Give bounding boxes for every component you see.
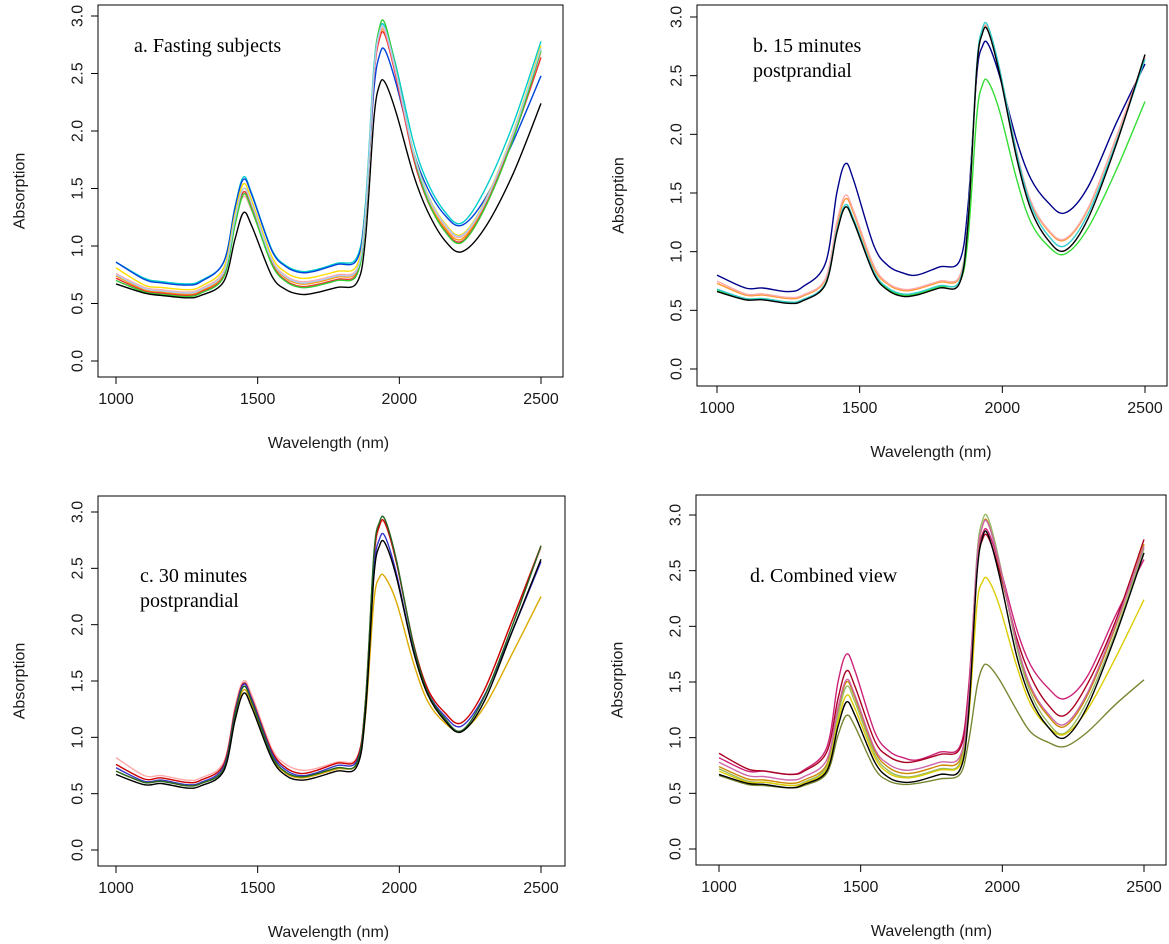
series-line-9 [115,79,542,299]
y-tick-label: 2.5 [668,559,685,581]
series-line-5 [718,519,1145,781]
series-line-2 [115,47,542,286]
plot-frame [695,494,1167,866]
y-axis-title: Absorption [611,157,628,234]
chart-panel-b: 1000 1500 2000 2500 0.0 0.5 1.0 1.5 2.0 2.5 3.0 Wav… [611,4,1168,461]
y-tick-label: 0.5 [668,782,685,804]
x-tick-label: 1000 [699,400,735,417]
series-line-7 [115,19,542,298]
series-line-4 [115,28,542,296]
y-tick-label: 0.0 [668,838,685,860]
series-line-6 [115,27,542,293]
x-axis-title: Wavelength (nm) [268,924,389,941]
y-tick-label: 1.0 [70,726,87,748]
panel-annotation: c. 30 minutes [140,565,247,587]
series-line-2 [716,78,1146,303]
series-line-5 [115,515,542,787]
y-tick-label: 1.5 [70,177,87,199]
series-line-3 [716,25,1146,300]
y-tick-label: 3.0 [669,6,686,28]
y-tick-label: 0.0 [669,358,686,380]
y-tick-label: 1.0 [668,726,685,748]
series-line-8 [115,24,542,294]
chart-panel-a: 1000 1500 2000 2500 0.0 0.5 1.0 1.5 2.0 2.5 3.0 Wav… [12,4,564,452]
y-tick-label: 0.0 [70,839,87,861]
y-tick-label: 2.0 [669,123,686,145]
y-axis-title: Absorption [610,642,627,719]
x-tick-label: 1500 [240,391,276,408]
y-tick-label: 1.5 [669,182,686,204]
x-axis-title: Wavelength (nm) [870,444,991,461]
panel-annotation: a. Fasting subjects [134,35,281,57]
series-line-1 [115,22,542,285]
panel-annotation: d. Combined view [750,565,898,587]
y-axis-title: Absorption [12,153,29,230]
x-tick-label: 2000 [985,400,1021,417]
x-axis-title: Wavelength (nm) [871,923,992,940]
x-tick-label: 1000 [701,879,737,896]
x-tick-label: 1000 [98,880,134,897]
y-tick-label: 0.5 [70,292,87,314]
series-line-1 [115,520,542,782]
series-line-7 [718,663,1145,789]
y-tick-label: 0.0 [70,350,87,372]
y-tick-label: 1.0 [70,235,87,257]
y-tick-label: 2.5 [70,557,87,579]
x-tick-label: 2500 [523,391,559,408]
x-tick-label: 2000 [382,391,418,408]
series-line-5 [115,31,542,297]
y-tick-label: 0.5 [70,782,87,804]
x-tick-label: 1500 [240,880,276,897]
x-tick-label: 1500 [843,879,879,896]
y-tick-label: 1.5 [668,671,685,693]
y-tick-label: 2.0 [70,120,87,142]
series-line-3 [718,518,1145,784]
series-line-8 [718,530,1145,789]
x-tick-label: 1500 [842,400,878,417]
x-tick-label: 1000 [98,391,134,408]
series-line-3 [115,532,542,786]
series-line-5 [716,21,1146,303]
y-tick-label: 0.5 [669,299,686,321]
x-tick-label: 2500 [1126,879,1162,896]
y-tick-label: 1.5 [70,670,87,692]
x-tick-label: 2500 [523,880,559,897]
y-tick-label: 2.0 [668,615,685,637]
y-tick-label: 3.0 [70,501,87,523]
y-tick-label: 2.5 [669,64,686,86]
chart-panel-c: 1000 1500 2000 2500 0.0 0.5 1.0 1.5 2.0 2.5 3.0 Wav… [12,495,566,941]
plot-frame [97,495,566,867]
y-tick-label: 2.0 [70,613,87,635]
series-line-2 [718,533,1145,776]
chart-panel-d: 1000 1500 2000 2500 0.0 0.5 1.0 1.5 2.0 2.5 3.0 Wav… [610,494,1167,940]
series-line-4 [718,513,1145,787]
series-line-6 [115,539,542,789]
x-tick-label: 2500 [1127,400,1163,417]
panel-annotation: b. 15 minutes [753,35,862,57]
series-line-2 [115,518,542,784]
x-tick-label: 2000 [382,880,418,897]
x-axis-title: Wavelength (nm) [268,435,389,452]
series-line-6 [716,26,1146,305]
series-line-6 [718,576,1145,787]
y-tick-label: 1.0 [669,240,686,262]
panel-annotation: postprandial [753,60,852,82]
series-line-3 [115,25,542,291]
series-line-1 [716,40,1146,293]
panel-annotation: postprandial [140,590,239,612]
series-line-4 [716,24,1146,299]
series-line-1 [718,527,1145,776]
y-tick-label: 3.0 [70,5,87,27]
y-tick-label: 3.0 [668,504,685,526]
y-axis-title: Absorption [12,643,29,720]
y-tick-label: 2.5 [70,62,87,84]
x-tick-label: 2000 [985,879,1021,896]
